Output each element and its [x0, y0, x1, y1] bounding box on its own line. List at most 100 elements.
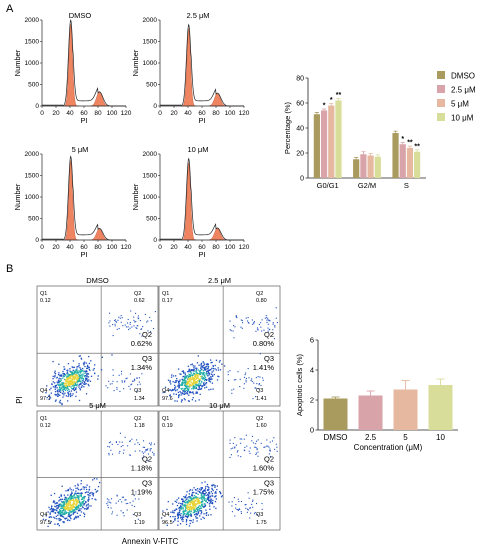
event-dot [71, 377, 73, 379]
event-dot [201, 373, 204, 375]
event-dot [54, 517, 56, 519]
event-dot [219, 359, 221, 362]
event-dot [47, 511, 49, 513]
event-dot [54, 375, 56, 377]
event-dot [76, 516, 78, 518]
event-dot [197, 509, 199, 511]
quadrant-q1-value: 0.12 [40, 298, 51, 304]
event-dot [193, 509, 195, 512]
event-dot [208, 500, 210, 502]
event-dot [82, 496, 85, 498]
event-dot [202, 371, 205, 374]
event-dot [79, 495, 82, 497]
flow-title: 10 μM [209, 401, 230, 410]
event-dot [54, 393, 56, 396]
event-dot [195, 375, 197, 377]
event-dot [71, 375, 73, 377]
event-dot [199, 501, 201, 504]
event-dot [74, 383, 77, 386]
y-tick-label: 0 [35, 103, 39, 110]
significance-label: * [330, 97, 333, 104]
event-dot [83, 495, 85, 498]
event-dot [197, 499, 200, 501]
event-dot [190, 514, 192, 516]
event-dot [212, 365, 215, 368]
event-dot [255, 443, 257, 445]
event-dot [193, 368, 195, 370]
event-dot [265, 315, 267, 317]
event-dot [45, 515, 47, 517]
event-dot [204, 363, 206, 365]
event-dot [59, 380, 62, 382]
event-dot [66, 517, 68, 519]
event-dot [65, 504, 67, 506]
event-dot [249, 452, 251, 454]
event-dot [58, 496, 60, 499]
event-dot [84, 372, 86, 375]
event-dot [169, 395, 171, 397]
event-dot [79, 504, 81, 506]
event-dot [133, 325, 135, 327]
event-dot [87, 500, 89, 502]
event-dot [199, 370, 201, 372]
event-dot [210, 388, 212, 391]
event-dot [75, 501, 78, 503]
y-tick-label: 1500 [25, 39, 40, 46]
event-dot [54, 384, 56, 387]
event-dot [209, 381, 212, 383]
event-dot [192, 386, 195, 388]
event-dot [229, 456, 231, 459]
event-dot [182, 506, 184, 509]
event-dot [237, 455, 239, 457]
event-dot [246, 445, 248, 447]
g1-peak [180, 162, 197, 241]
event-dot [87, 366, 90, 368]
event-dot [200, 364, 202, 366]
event-dot [204, 493, 206, 495]
event-dot [204, 369, 206, 371]
event-dot [196, 374, 198, 377]
event-dot [78, 364, 80, 367]
event-dot [79, 489, 81, 491]
event-dot [263, 446, 265, 448]
event-dot [69, 376, 72, 379]
quadrant-q1-value: 0.17 [162, 298, 173, 304]
event-dot [185, 515, 187, 518]
event-dot [200, 362, 203, 365]
event-dot [147, 460, 149, 462]
event-dot [86, 508, 88, 510]
event-dot [181, 399, 183, 401]
event-dot [138, 377, 140, 379]
event-dot [73, 518, 75, 520]
event-dot [122, 512, 124, 514]
event-dot [195, 498, 197, 500]
event-dot [73, 502, 75, 504]
event-dot [188, 510, 191, 512]
y-tick-label: 1500 [143, 39, 158, 46]
event-dot [110, 498, 113, 500]
event-dot [177, 524, 179, 526]
event-dot [173, 393, 175, 395]
event-dot [66, 503, 68, 505]
event-dot [141, 335, 143, 337]
event-dot [195, 377, 197, 379]
event-dot [66, 371, 69, 373]
event-dot [215, 492, 217, 494]
event-dot [187, 503, 189, 505]
event-dot [190, 497, 192, 499]
event-dot [142, 326, 144, 328]
event-dot [122, 325, 124, 327]
event-dot [213, 484, 215, 486]
event-dot [261, 502, 263, 505]
event-dot [60, 378, 62, 380]
event-dot [59, 383, 61, 385]
event-dot [67, 378, 69, 380]
event-dot [183, 391, 185, 393]
event-dot [181, 384, 184, 386]
event-dot [132, 513, 134, 516]
event-dot [229, 442, 231, 444]
event-dot [181, 503, 183, 505]
event-dot [63, 521, 65, 523]
q2-summary-label: Q2 [264, 330, 274, 339]
event-dot [113, 390, 115, 392]
